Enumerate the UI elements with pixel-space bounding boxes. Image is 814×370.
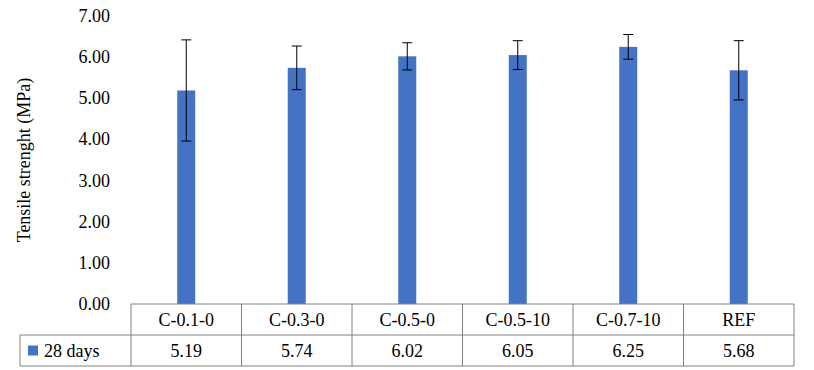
y-tick-label: 6.00 (79, 47, 111, 67)
legend-label: 28 days (44, 341, 100, 361)
y-tick-label: 7.00 (79, 6, 111, 26)
bar (619, 47, 637, 304)
bar (730, 70, 748, 304)
category-label: C-0.1-0 (159, 310, 215, 330)
bar (288, 68, 306, 304)
y-tick-label: 3.00 (79, 171, 111, 191)
y-tick-label: 0.00 (79, 294, 111, 314)
error-bar (292, 46, 302, 90)
table-value: 6.02 (392, 341, 424, 361)
table-value: 5.68 (723, 341, 755, 361)
y-axis-label: Tensile strenght (MPa) (14, 78, 35, 243)
category-label: C-0.5-10 (486, 310, 551, 330)
table-line (20, 366, 794, 367)
error-bar (181, 40, 191, 141)
category-label: C-0.3-0 (269, 310, 325, 330)
error-bar (513, 41, 523, 70)
error-bar (402, 43, 412, 70)
table-line (573, 304, 574, 366)
category-label: REF (722, 310, 755, 330)
y-tick-label: 1.00 (79, 253, 111, 273)
category-label: C-0.7-10 (596, 310, 661, 330)
bar (398, 56, 416, 304)
error-bar (734, 41, 744, 100)
table-value: 6.05 (502, 341, 534, 361)
bar (509, 55, 527, 304)
table-line (20, 335, 794, 336)
table-value: 5.19 (171, 341, 203, 361)
table-value: 5.74 (281, 341, 313, 361)
error-bar (623, 35, 633, 60)
table-value: 6.25 (613, 341, 645, 361)
y-tick-label: 5.00 (79, 88, 111, 108)
y-tick-label: 2.00 (79, 212, 111, 232)
table-line (20, 335, 21, 366)
y-tick-label: 4.00 (79, 129, 111, 149)
table-line (462, 304, 463, 366)
table-line (131, 304, 132, 366)
table-line (794, 304, 795, 366)
category-label: C-0.5-0 (380, 310, 436, 330)
chart: 0.00 1.00 2.00 3.00 4.00 5.00 6.00 7.00 Tensile … (0, 0, 814, 370)
table-line (352, 304, 353, 366)
plot-area (177, 35, 748, 304)
table-line (683, 304, 684, 366)
legend-swatch (28, 346, 38, 356)
table-line (241, 304, 242, 366)
